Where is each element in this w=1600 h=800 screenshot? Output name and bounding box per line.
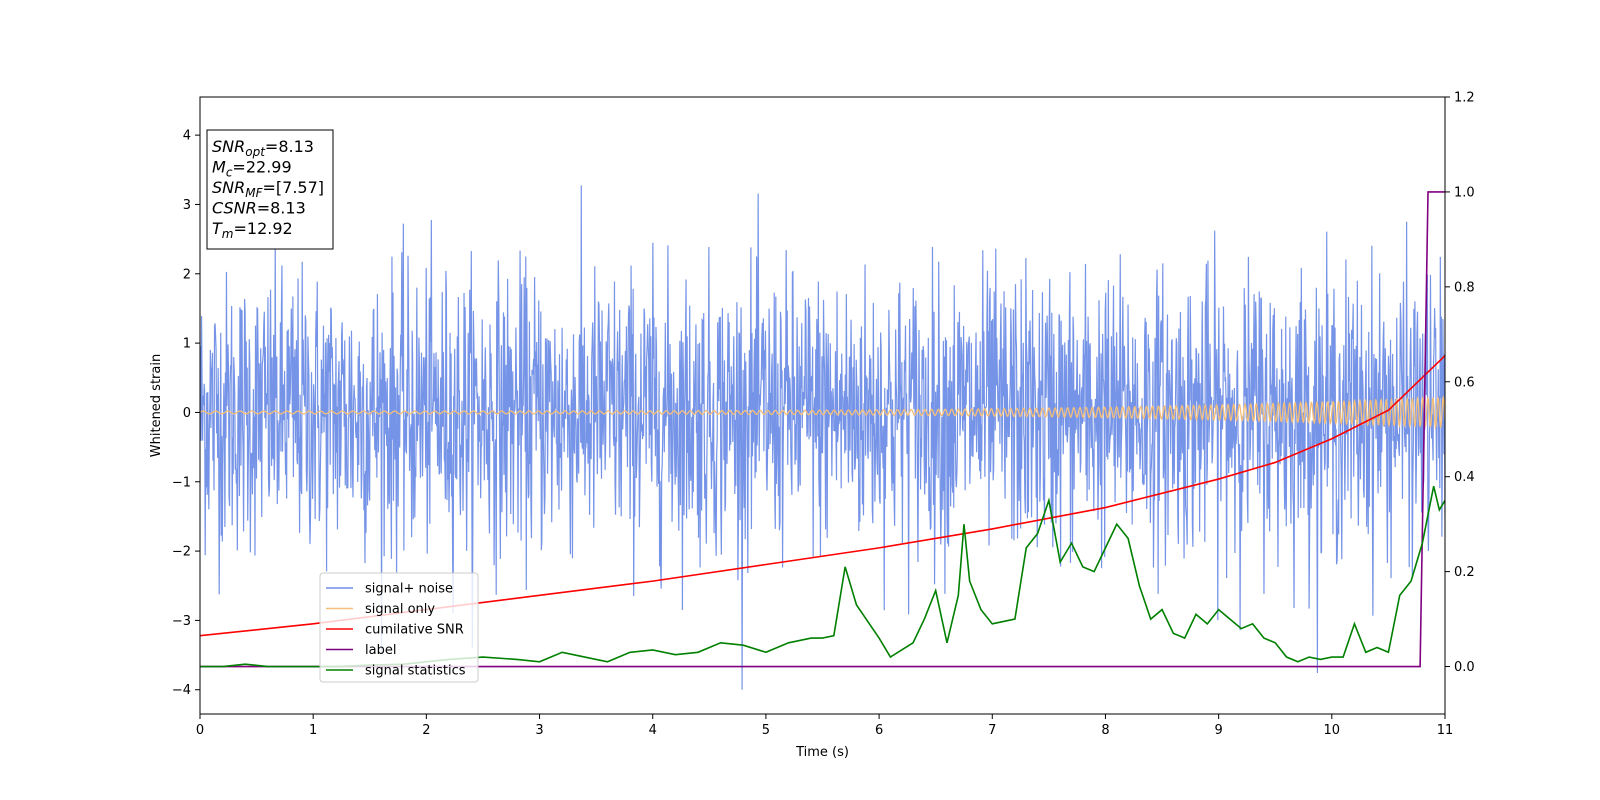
x-tick-label: 7: [988, 723, 996, 738]
x-tick-label: 8: [1101, 723, 1109, 738]
legend-label: label: [365, 643, 396, 658]
y-left-tick-label: −2: [172, 545, 191, 560]
legend-label: signal+ noise: [365, 582, 453, 597]
series-layer: [200, 185, 1445, 690]
legend: signal+ noise signal only cumilative SNR la…: [319, 572, 479, 683]
y-left-tick-label: 2: [183, 267, 191, 282]
y-axis-label: Whitened strain: [149, 354, 164, 457]
y-left-tick-label: −4: [172, 683, 191, 698]
y-left-tick-label: 4: [183, 129, 191, 144]
x-tick-label: 11: [1437, 723, 1454, 738]
info-box: SNRopt=8.13Mc=22.99SNRMF=[7.57]CSNR=8.13…: [206, 129, 334, 250]
info-line: Tm=12.92: [212, 219, 293, 241]
legend-label: signal only: [365, 602, 435, 617]
legend-entries: signal+ noise signal only cumilative SNR la…: [326, 582, 466, 679]
series-line-signal-only: [200, 395, 1445, 430]
x-tick-label: 3: [535, 723, 543, 738]
legend-frame: [319, 572, 479, 683]
y-left-tick-label: −3: [172, 614, 191, 629]
info-line: SNRopt=8.13: [212, 137, 314, 159]
x-tick-label: 2: [422, 723, 430, 738]
ticks-layer: 0 1 2 3 4 5 6 7 8 9 10 11 −4 −3 −2 −1 0 1 2 3 4 0.0 0.2 0.4 0.6 0…: [172, 91, 1475, 739]
y-right-tick-label: 1.2: [1454, 91, 1475, 106]
x-tick-label: 9: [1214, 723, 1222, 738]
y-right-tick-label: 0.2: [1454, 565, 1475, 580]
y-left-tick-label: 0: [183, 406, 191, 421]
y-right-tick-label: 1.0: [1454, 185, 1475, 200]
x-tick-label: 10: [1324, 723, 1341, 738]
info-box-lines: SNRopt=8.13Mc=22.99SNRMF=[7.57]CSNR=8.13…: [212, 137, 324, 241]
info-line: SNRMF=[7.57]: [212, 178, 324, 200]
info-line: Mc=22.99: [212, 158, 292, 180]
info-line: CSNR=8.13: [212, 199, 306, 218]
legend-label: signal statistics: [365, 664, 466, 679]
y-right-tick-label: 0.8: [1454, 280, 1475, 295]
plot-frame: [199, 96, 1446, 715]
series-line-signal-statistics: [200, 485, 1445, 668]
series-line-label: [200, 191, 1445, 668]
y-right-tick-label: 0.4: [1454, 470, 1475, 485]
y-right-tick-label: 0.0: [1454, 660, 1475, 675]
y-left-tick-label: −1: [172, 475, 191, 490]
series-line-signal-noise: [200, 185, 1445, 690]
x-axis-label: Time (s): [795, 745, 849, 760]
x-tick-label: 1: [309, 723, 317, 738]
info-box-frame: [206, 129, 334, 250]
y-left-tick-label: 1: [183, 337, 191, 352]
x-tick-label: 0: [196, 723, 204, 738]
x-tick-label: 5: [762, 723, 770, 738]
x-tick-label: 6: [875, 723, 883, 738]
legend-label: cumilative SNR: [365, 623, 464, 638]
x-tick-label: 4: [649, 723, 657, 738]
y-right-tick-label: 0.6: [1454, 375, 1475, 390]
y-left-tick-label: 3: [183, 198, 191, 213]
